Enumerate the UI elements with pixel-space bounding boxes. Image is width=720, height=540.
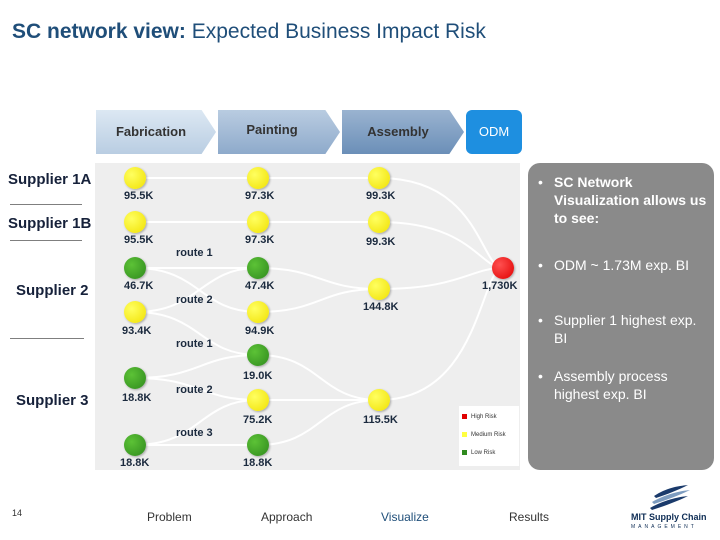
- paint-node: [247, 257, 269, 279]
- nav-problem[interactable]: Problem: [147, 510, 192, 524]
- process-step-assembly: Assembly: [342, 110, 464, 154]
- bullet-dot: •: [538, 257, 543, 273]
- nav-results[interactable]: Results: [509, 510, 550, 524]
- legend-label: High Risk: [471, 414, 497, 421]
- legend-swatch-low: [462, 450, 467, 455]
- legend-label: Medium Risk: [471, 432, 506, 439]
- assembly-node: [368, 278, 390, 300]
- bullet-text: ODM ~ 1.73M exp. BI: [554, 257, 689, 273]
- insights-panel: [528, 163, 714, 470]
- fab-value: 18.8K: [122, 392, 152, 404]
- fab-node-supplier-2-route-2: [124, 301, 146, 323]
- legend-swatch-high: [462, 414, 467, 419]
- route-label: route 2: [176, 294, 213, 306]
- legend-high: High Risk: [462, 414, 497, 420]
- assembly-value: 99.3K: [366, 190, 396, 202]
- supplier-3-label: Supplier 3: [16, 392, 89, 409]
- fab-value: 93.4K: [122, 325, 152, 337]
- logo-subtext: MANAGEMENT: [631, 524, 697, 530]
- risk-legend: High Risk Medium Risk Low Risk: [459, 406, 519, 466]
- page-title: SC network view: Expected Business Impac…: [12, 20, 486, 44]
- legend-low: Low Risk: [462, 450, 495, 456]
- paint-value: 97.3K: [245, 234, 275, 246]
- nav-approach[interactable]: Approach: [261, 510, 313, 524]
- assembly-value: 144.8K: [363, 301, 399, 313]
- fab-value: 95.5K: [124, 234, 154, 246]
- bullet-text: Supplier 1 highest exp. BI: [554, 312, 697, 346]
- fab-node-supplier-1b: [124, 211, 146, 233]
- assembly-node: [368, 211, 390, 233]
- nav-visualize[interactable]: Visualize: [381, 510, 429, 524]
- bullet-text: SC Network Visualization allows us to se…: [554, 174, 707, 226]
- process-step-fabrication: Fabrication: [96, 110, 216, 154]
- paint-node: [247, 434, 269, 456]
- paint-node: [247, 344, 269, 366]
- paint-value: 19.0K: [243, 370, 273, 382]
- process-step-odm: ODM: [466, 110, 522, 154]
- assembly-node: [368, 167, 390, 189]
- separator-line: [10, 338, 84, 339]
- fab-node-supplier-2-route-1: [124, 257, 146, 279]
- separator-line: [10, 240, 82, 241]
- title-bold: SC network view:: [12, 20, 186, 43]
- odm-node: [492, 257, 514, 279]
- bullet-dot: •: [538, 174, 543, 190]
- mit-logo-icon: [650, 485, 690, 510]
- separator-line: [10, 204, 82, 205]
- paint-value: 75.2K: [243, 414, 273, 426]
- paint-node: [247, 389, 269, 411]
- odm-value: 1,730K: [482, 280, 518, 292]
- paint-node: [247, 167, 269, 189]
- logo-text: MIT Supply Chain: [631, 512, 707, 522]
- paint-value: 94.9K: [245, 325, 275, 337]
- bullet-assembly: • Assembly process highest exp. BI: [538, 367, 710, 403]
- paint-node: [247, 211, 269, 233]
- route-label: route 1: [176, 247, 213, 259]
- bullet-dot: •: [538, 368, 543, 384]
- route-label: route 1: [176, 338, 213, 350]
- legend-swatch-medium: [462, 432, 467, 437]
- assembly-node: [368, 389, 390, 411]
- paint-node: [247, 301, 269, 323]
- page-number: 14: [12, 508, 23, 518]
- bullet-dot: •: [538, 312, 543, 328]
- fab-value: 18.8K: [120, 457, 150, 469]
- title-rest: Expected Business Impact Risk: [185, 20, 486, 43]
- process-step-painting: Painting: [218, 110, 340, 154]
- legend-medium: Medium Risk: [462, 432, 506, 438]
- supplier-1b-label: Supplier 1B: [8, 215, 92, 232]
- legend-label: Low Risk: [471, 450, 496, 457]
- assembly-value: 99.3K: [366, 236, 396, 248]
- bullet-text: Assembly process highest exp. BI: [554, 368, 668, 402]
- assembly-value: 115.5K: [363, 414, 398, 426]
- route-label: route 3: [176, 427, 213, 439]
- route-label: route 2: [176, 384, 213, 396]
- bullet-supplier: • Supplier 1 highest exp. BI: [538, 311, 710, 347]
- bullet-intro: • SC Network Visualization allows us to s…: [538, 173, 710, 227]
- fab-node-supplier-1a: [124, 167, 146, 189]
- supplier-1a-label: Supplier 1A: [8, 171, 92, 188]
- bullet-odm: • ODM ~ 1.73M exp. BI: [538, 256, 710, 274]
- fab-value: 46.7K: [124, 280, 154, 292]
- paint-value: 47.4K: [245, 280, 275, 292]
- fab-value: 95.5K: [124, 190, 154, 202]
- fab-node-supplier-3-b: [124, 434, 146, 456]
- supplier-2-label: Supplier 2: [16, 282, 89, 299]
- paint-value: 97.3K: [245, 190, 275, 202]
- paint-value: 18.8K: [243, 457, 273, 469]
- fab-node-supplier-3-a: [124, 367, 146, 389]
